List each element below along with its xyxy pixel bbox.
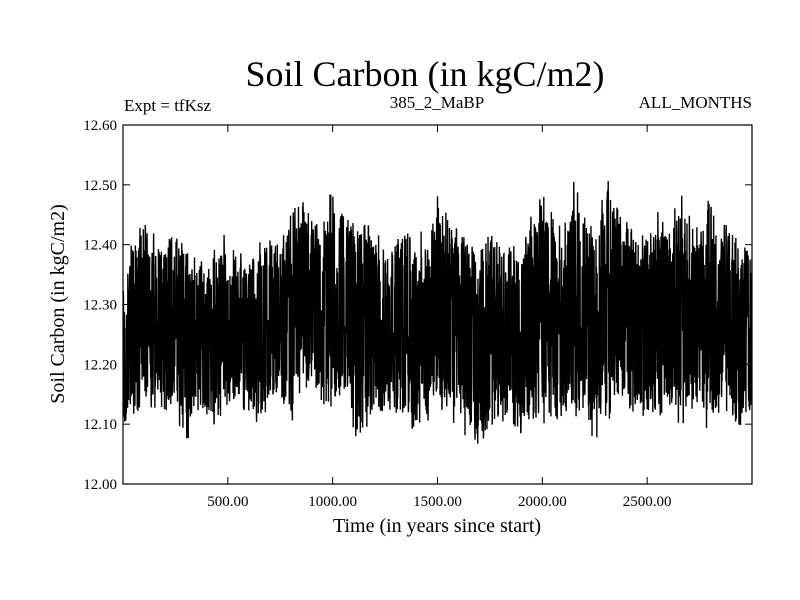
series-layer <box>123 180 752 444</box>
x-tick-label: 1500.00 <box>413 494 462 510</box>
chart-title: Soil Carbon (in kgC/m2) <box>246 54 605 94</box>
x-tick-label: 2000.00 <box>518 494 567 510</box>
y-tick-label: 12.10 <box>83 417 117 433</box>
series-line-soil-carbon <box>123 180 752 444</box>
x-tick-label: 500.00 <box>207 494 248 510</box>
y-tick-label: 12.50 <box>83 178 117 194</box>
subtitle-center: 385_2_MaBP <box>390 93 484 112</box>
y-tick-label: 12.40 <box>83 238 117 254</box>
y-tick-label: 12.00 <box>83 477 117 493</box>
y-axis-label: Soil Carbon (in kgC/m2) <box>47 204 69 403</box>
y-tick-label: 12.20 <box>83 357 117 373</box>
y-tick-label: 12.60 <box>83 118 117 134</box>
y-tick-label: 12.30 <box>83 298 117 314</box>
x-tick-label: 1000.00 <box>308 494 357 510</box>
x-axis-label: Time (in years since start) <box>333 515 541 537</box>
x-tick-label: 2500.00 <box>623 494 672 510</box>
subtitle-right: ALL_MONTHS <box>639 93 752 112</box>
subtitle-left: Expt = tfKsz <box>124 96 211 115</box>
